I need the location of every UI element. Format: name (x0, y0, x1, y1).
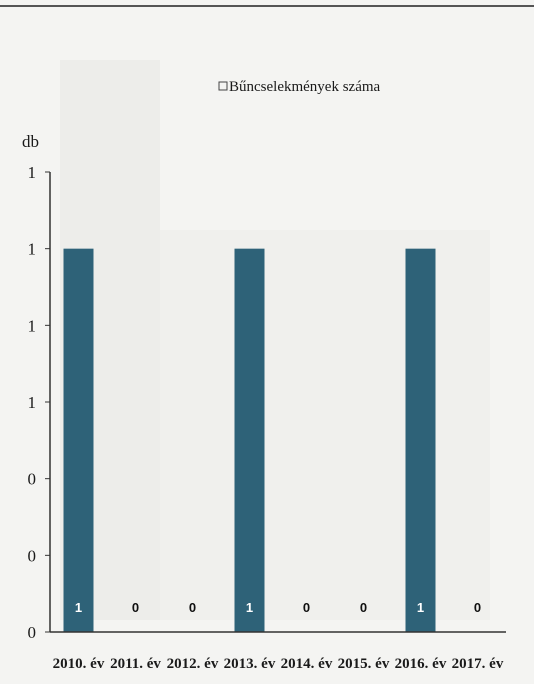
data-label: 0 (474, 600, 481, 615)
y-tick-label: 1 (28, 240, 37, 259)
category-label: 2011. év (110, 656, 161, 672)
data-label: 0 (303, 600, 310, 615)
category-labels: 2010. év 2011. év 2012. év 2013. év 2014. év… (53, 656, 504, 672)
bar (63, 248, 94, 632)
legend: Bűncselekmények száma (218, 79, 381, 95)
category-label: 2017. év (452, 656, 504, 672)
y-tick-label: 0 (28, 546, 37, 565)
legend-swatch (218, 81, 228, 91)
category-label: 2012. év (167, 656, 219, 672)
bar (234, 248, 265, 632)
data-label: 0 (189, 600, 196, 615)
category-label: 2013. év (224, 656, 276, 672)
y-tick-label: 1 (28, 163, 37, 182)
data-label: 0 (132, 600, 139, 615)
data-label: 0 (360, 600, 367, 615)
category-label: 2010. év (53, 656, 105, 672)
data-label: 1 (75, 600, 82, 615)
data-label: 1 (417, 600, 424, 615)
bars (63, 248, 436, 632)
legend-label: Bűncselekmények száma (229, 79, 381, 95)
y-axis-label: db (22, 132, 39, 151)
data-labels: 1 0 0 1 0 0 1 0 (75, 600, 481, 615)
background-building-right (160, 230, 490, 620)
data-label: 1 (246, 600, 253, 615)
y-tick-label: 1 (28, 316, 37, 335)
y-tick-label: 0 (28, 623, 37, 642)
y-tick-label: 1 (28, 393, 37, 412)
bar (405, 248, 436, 632)
y-tick-label: 0 (28, 470, 37, 489)
category-label: 2014. év (281, 656, 333, 672)
category-label: 2016. év (395, 656, 447, 672)
category-label: 2015. év (338, 656, 390, 672)
y-axis-ticks: 0 0 0 1 1 1 1 (28, 163, 50, 642)
